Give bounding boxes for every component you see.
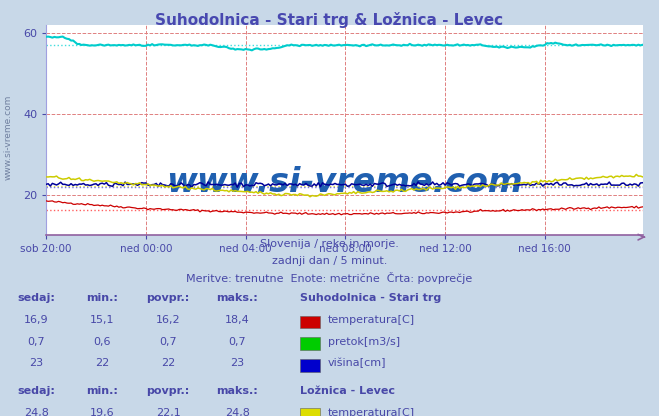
Text: temperatura[C]: temperatura[C] <box>328 408 415 416</box>
Text: 16,9: 16,9 <box>24 315 49 325</box>
Text: www.si-vreme.com: www.si-vreme.com <box>4 94 13 180</box>
Text: sedaj:: sedaj: <box>17 293 55 303</box>
Text: maks.:: maks.: <box>216 386 258 396</box>
Text: 23: 23 <box>29 358 43 368</box>
Text: povpr.:: povpr.: <box>146 293 190 303</box>
Text: Suhodolnica - Stari trg & Ložnica - Levec: Suhodolnica - Stari trg & Ložnica - Leve… <box>156 12 503 27</box>
Text: 19,6: 19,6 <box>90 408 115 416</box>
Text: 22: 22 <box>161 358 175 368</box>
Text: višina[cm]: višina[cm] <box>328 358 386 369</box>
Text: 24,8: 24,8 <box>225 408 250 416</box>
Text: temperatura[C]: temperatura[C] <box>328 315 415 325</box>
Text: 0,7: 0,7 <box>159 337 177 347</box>
Text: 0,6: 0,6 <box>94 337 111 347</box>
Text: zadnji dan / 5 minut.: zadnji dan / 5 minut. <box>272 256 387 266</box>
Text: Suhodolnica - Stari trg: Suhodolnica - Stari trg <box>300 293 441 303</box>
Text: Meritve: trenutne  Enote: metrične  Črta: povprečje: Meritve: trenutne Enote: metrične Črta: … <box>186 272 473 285</box>
Text: maks.:: maks.: <box>216 293 258 303</box>
Text: 22: 22 <box>95 358 109 368</box>
Text: 18,4: 18,4 <box>225 315 250 325</box>
Text: 16,2: 16,2 <box>156 315 181 325</box>
Text: Ložnica - Levec: Ložnica - Levec <box>300 386 395 396</box>
Text: 0,7: 0,7 <box>229 337 246 347</box>
Text: 22,1: 22,1 <box>156 408 181 416</box>
Text: www.si-vreme.com: www.si-vreme.com <box>166 166 523 199</box>
Text: 15,1: 15,1 <box>90 315 115 325</box>
Text: pretok[m3/s]: pretok[m3/s] <box>328 337 399 347</box>
Text: 24,8: 24,8 <box>24 408 49 416</box>
Text: Slovenija / reke in morje.: Slovenija / reke in morje. <box>260 239 399 249</box>
Text: povpr.:: povpr.: <box>146 386 190 396</box>
Text: min.:: min.: <box>86 293 118 303</box>
Text: 23: 23 <box>230 358 244 368</box>
Text: sedaj:: sedaj: <box>17 386 55 396</box>
Text: min.:: min.: <box>86 386 118 396</box>
Text: 0,7: 0,7 <box>28 337 45 347</box>
